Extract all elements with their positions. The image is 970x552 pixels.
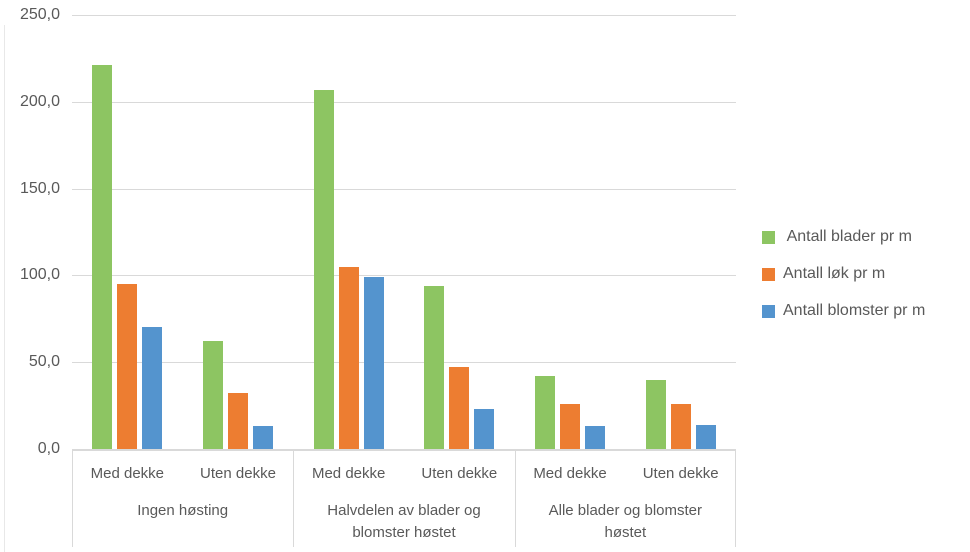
bar-series2-group0-0 (142, 327, 163, 449)
gridline (72, 188, 736, 190)
gridline (72, 101, 736, 103)
bar-series0-group1-1 (424, 285, 445, 449)
group-label: Ingen høsting (137, 502, 229, 519)
bar-series0-group2-1 (645, 379, 666, 449)
legend-swatch (762, 230, 775, 244)
legend-item: Antall løk pr m (762, 264, 925, 284)
legend-swatch (762, 267, 775, 281)
y-axis-tick-label: 250,0 (19, 6, 60, 23)
gridline (72, 362, 736, 364)
subcategory-label: Uten dekke (421, 465, 498, 482)
bar-series1-group2-1 (670, 403, 691, 449)
group-label: Alle blader og blomster høstet (548, 502, 703, 541)
x-axis-table-divider (72, 450, 73, 547)
gridline (72, 449, 736, 450)
y-axis-tick-label: 200,0 (19, 92, 60, 110)
y-axis-tick-label: 150,0 (19, 179, 60, 197)
x-axis-line (72, 450, 736, 451)
subcategory-label: Med dekke (311, 465, 386, 482)
bar-series1-group0-1 (228, 393, 248, 449)
bar-series2-group2-0 (585, 426, 605, 449)
legend-item: Antall blomster pr m (762, 301, 925, 321)
x-axis-table-divider (515, 450, 516, 547)
bar-series0-group1-0 (313, 89, 334, 449)
bar-series0-group2-0 (535, 376, 555, 449)
bar-series2-group1-1 (474, 409, 495, 449)
bar-series2-group0-1 (253, 426, 273, 449)
y-axis-tick-label: 100,0 (19, 266, 60, 284)
x-axis-table-divider (293, 450, 294, 547)
subcategory-label: Uten dekke (642, 465, 719, 482)
subcategory-label: Med dekke (90, 465, 165, 482)
subcategory-label: Med dekke (533, 465, 607, 482)
bar-series1-group0-0 (117, 284, 138, 449)
legend-label: Antall blader pr m (783, 228, 912, 245)
y-axis-tick-label: 50,0 (28, 353, 60, 371)
bar-series2-group1-0 (363, 277, 384, 449)
y-axis-tick-label: 0,0 (37, 440, 60, 457)
bar-series1-group1-1 (449, 367, 470, 449)
legend-swatch (762, 304, 775, 318)
group-label: Halvdelen av blader og blomster høstet (327, 502, 481, 541)
legend: Antall blader pr m Antall løk pr m Antall … (762, 227, 925, 321)
gridline (72, 275, 736, 277)
bar-series0-group0-0 (92, 65, 113, 449)
legend-label: Antall løk pr m (783, 265, 886, 282)
chart-border-left (4, 25, 5, 552)
legend-label: Antall blomster pr m (783, 302, 926, 319)
bar-series0-group0-1 (203, 341, 223, 449)
bar-series2-group2-1 (695, 424, 716, 449)
x-axis-table-divider (735, 450, 736, 547)
gridline (72, 15, 736, 16)
bar-series1-group2-0 (560, 403, 580, 449)
bar-series1-group1-0 (338, 266, 359, 449)
legend-item: Antall blader pr m (762, 227, 925, 247)
subcategory-label: Uten dekke (200, 465, 276, 482)
